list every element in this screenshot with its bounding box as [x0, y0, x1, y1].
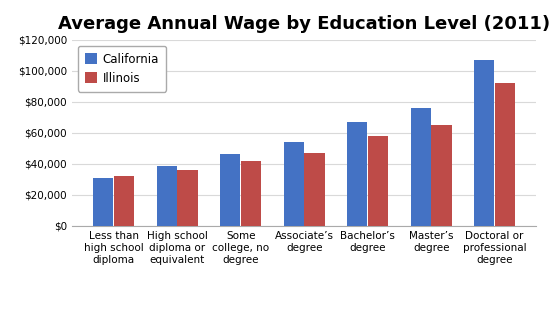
- Bar: [284, 142, 304, 226]
- Bar: [114, 176, 134, 226]
- Bar: [220, 154, 241, 226]
- Bar: [431, 125, 452, 226]
- Bar: [241, 161, 261, 226]
- Bar: [410, 108, 431, 226]
- Title: Average Annual Wage by Education Level (2011): Average Annual Wage by Education Level (…: [58, 15, 550, 33]
- Bar: [93, 178, 113, 226]
- Bar: [474, 60, 494, 226]
- Bar: [495, 83, 515, 226]
- Bar: [178, 170, 198, 226]
- Bar: [156, 166, 177, 226]
- Bar: [305, 153, 325, 226]
- Bar: [347, 122, 367, 226]
- Bar: [368, 136, 388, 226]
- Legend: California, Illinois: California, Illinois: [78, 46, 166, 92]
